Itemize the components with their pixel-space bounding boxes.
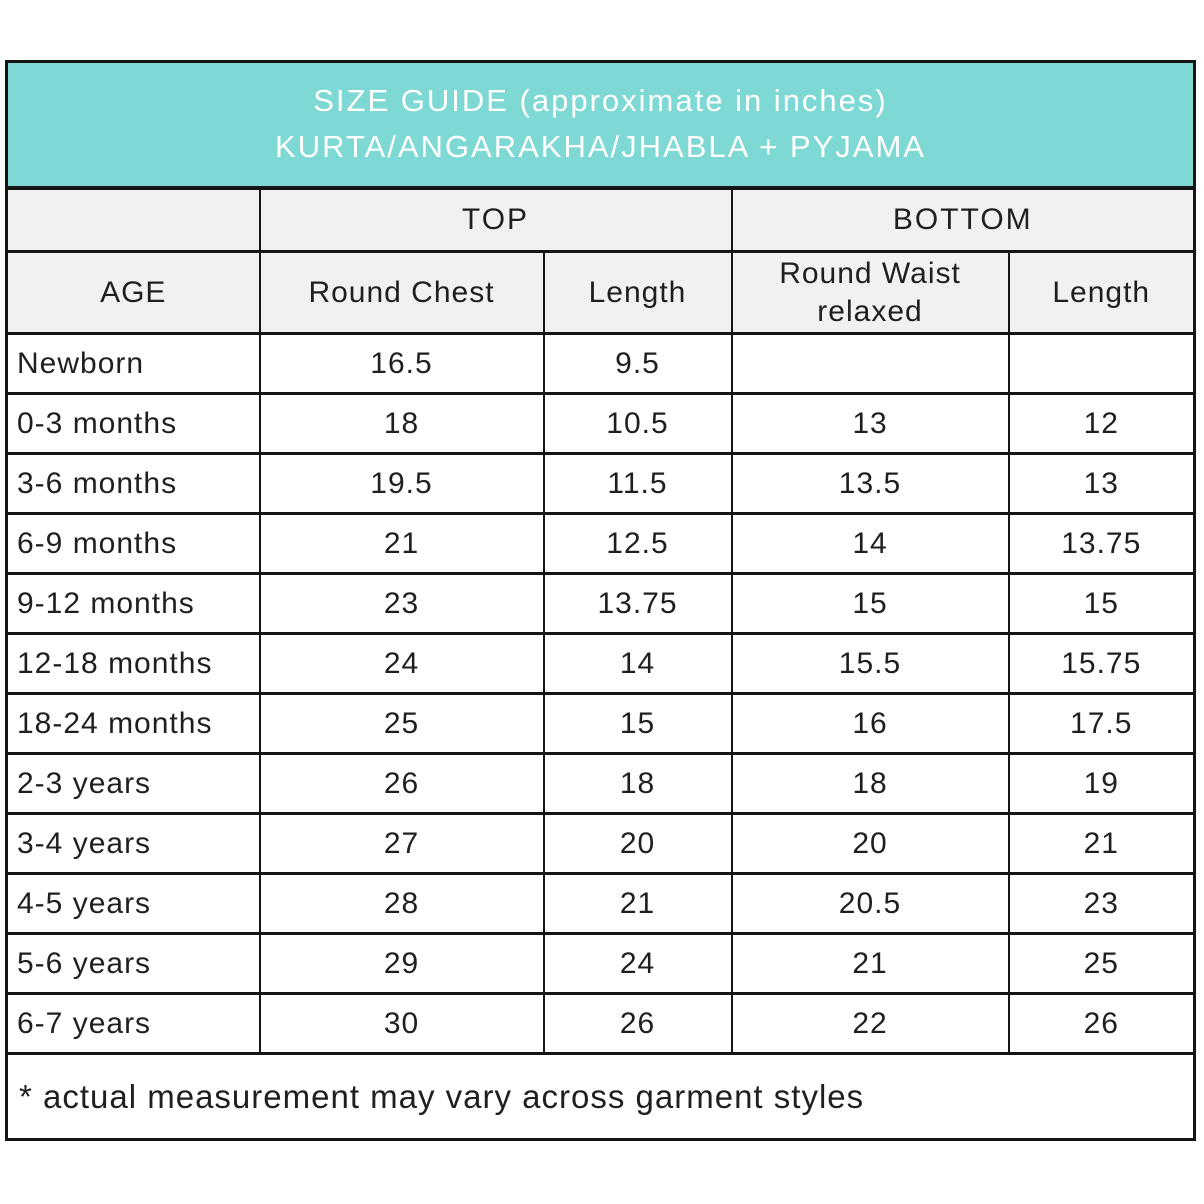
corner-empty-cell <box>5 186 261 253</box>
age-cell: 18-24 months <box>5 692 261 755</box>
measurement-cell: 21 <box>1007 812 1196 875</box>
column-header-bottom-length: Length <box>1007 250 1196 335</box>
measurement-cell: 21 <box>258 512 545 575</box>
age-cell: 12-18 months <box>5 632 261 695</box>
measurement-cell: 14 <box>730 512 1010 575</box>
measurement-cell: 21 <box>542 872 733 935</box>
column-header-age: AGE <box>5 250 261 335</box>
size-guide-table: SIZE GUIDE (approximate in inches) KURTA… <box>5 60 1196 1141</box>
age-cell: 6-9 months <box>5 512 261 575</box>
size-guide-title-banner: SIZE GUIDE (approximate in inches) KURTA… <box>5 60 1196 190</box>
measurement-cell: 23 <box>258 572 545 635</box>
measurement-cell: 20 <box>542 812 733 875</box>
title-line-1: SIZE GUIDE (approximate in inches) <box>313 83 888 119</box>
column-header-top-length: Length <box>542 250 733 335</box>
table-row: 0-3 months 18 10.5 13 12 <box>5 392 1196 455</box>
age-cell: 4-5 years <box>5 872 261 935</box>
measurement-cell: 24 <box>542 932 733 995</box>
table-row: 6-7 years 30 26 22 26 <box>5 992 1196 1055</box>
measurement-cell: 16 <box>730 692 1010 755</box>
age-cell: 6-7 years <box>5 992 261 1055</box>
measurement-cell: 29 <box>258 932 545 995</box>
table-body: Newborn 16.5 9.5 0-3 months 18 10.5 13 12 3-6 mo… <box>5 332 1196 1055</box>
table-row: 9-12 months 23 13.75 15 15 <box>5 572 1196 635</box>
measurement-cell: 15 <box>730 572 1010 635</box>
measurement-cell: 13 <box>1007 452 1196 515</box>
table-row: 4-5 years 28 21 20.5 23 <box>5 872 1196 935</box>
age-cell: Newborn <box>5 332 261 395</box>
table-row: 3-4 years 27 20 20 21 <box>5 812 1196 875</box>
measurement-cell: 13.75 <box>542 572 733 635</box>
measurement-cell: 10.5 <box>542 392 733 455</box>
group-header-row: TOP BOTTOM <box>5 186 1196 253</box>
measurement-cell: 13.75 <box>1007 512 1196 575</box>
measurement-cell: 25 <box>258 692 545 755</box>
measurement-cell: 17.5 <box>1007 692 1196 755</box>
group-header-bottom: BOTTOM <box>730 186 1196 253</box>
title-row: SIZE GUIDE (approximate in inches) KURTA… <box>5 60 1196 190</box>
group-header-top: TOP <box>258 186 733 253</box>
measurement-cell: 9.5 <box>542 332 733 395</box>
measurement-cell: 28 <box>258 872 545 935</box>
footnote: * actual measurement may vary across gar… <box>5 1052 1196 1141</box>
age-cell: 0-3 months <box>5 392 261 455</box>
measurement-cell: 20 <box>730 812 1010 875</box>
column-header-round-chest: Round Chest <box>258 250 545 335</box>
measurement-cell: 20.5 <box>730 872 1010 935</box>
measurement-cell: 14 <box>542 632 733 695</box>
measurement-cell: 18 <box>542 752 733 815</box>
measurement-cell: 19 <box>1007 752 1196 815</box>
age-cell: 3-4 years <box>5 812 261 875</box>
measurement-cell <box>1007 332 1196 395</box>
table-row: Newborn 16.5 9.5 <box>5 332 1196 395</box>
measurement-cell: 13.5 <box>730 452 1010 515</box>
measurement-cell <box>730 332 1010 395</box>
column-header-round-waist-relaxed: Round Waist relaxed <box>730 250 1010 335</box>
measurement-cell: 15.75 <box>1007 632 1196 695</box>
measurement-cell: 26 <box>1007 992 1196 1055</box>
measurement-cell: 13 <box>730 392 1010 455</box>
measurement-cell: 26 <box>542 992 733 1055</box>
measurement-cell: 11.5 <box>542 452 733 515</box>
title-line-2: KURTA/ANGARAKHA/JHABLA + PYJAMA <box>275 129 926 165</box>
measurement-cell: 15.5 <box>730 632 1010 695</box>
table-row: 5-6 years 29 24 21 25 <box>5 932 1196 995</box>
measurement-cell: 24 <box>258 632 545 695</box>
age-cell: 9-12 months <box>5 572 261 635</box>
measurement-cell: 21 <box>730 932 1010 995</box>
measurement-cell: 19.5 <box>258 452 545 515</box>
table-row: 6-9 months 21 12.5 14 13.75 <box>5 512 1196 575</box>
table-row: 2-3 years 26 18 18 19 <box>5 752 1196 815</box>
age-cell: 5-6 years <box>5 932 261 995</box>
measurement-cell: 12.5 <box>542 512 733 575</box>
measurement-cell: 30 <box>258 992 545 1055</box>
table-row: 3-6 months 19.5 11.5 13.5 13 <box>5 452 1196 515</box>
measurement-cell: 23 <box>1007 872 1196 935</box>
measurement-cell: 15 <box>542 692 733 755</box>
measurement-cell: 22 <box>730 992 1010 1055</box>
measurement-cell: 25 <box>1007 932 1196 995</box>
measurement-cell: 18 <box>258 392 545 455</box>
measurement-cell: 16.5 <box>258 332 545 395</box>
measurement-cell: 18 <box>730 752 1010 815</box>
measurement-cell: 15 <box>1007 572 1196 635</box>
table-row: 18-24 months 25 15 16 17.5 <box>5 692 1196 755</box>
footnote-row: * actual measurement may vary across gar… <box>5 1052 1196 1141</box>
age-cell: 3-6 months <box>5 452 261 515</box>
measurement-cell: 12 <box>1007 392 1196 455</box>
age-cell: 2-3 years <box>5 752 261 815</box>
column-header-row: AGE Round Chest Length Round Waist relax… <box>5 250 1196 335</box>
measurement-cell: 26 <box>258 752 545 815</box>
table-row: 12-18 months 24 14 15.5 15.75 <box>5 632 1196 695</box>
measurement-cell: 27 <box>258 812 545 875</box>
